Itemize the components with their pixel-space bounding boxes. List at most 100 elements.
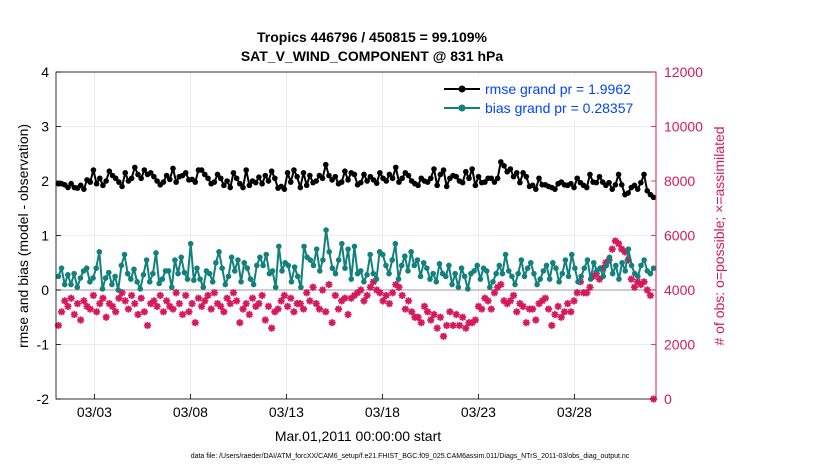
rmse-point: [221, 182, 227, 189]
obs-point: [595, 275, 604, 283]
obs-marker: [229, 289, 238, 297]
obs-marker: [118, 289, 126, 297]
rmse-point: [227, 184, 234, 191]
obs-marker: [404, 297, 413, 305]
bias-point: [61, 281, 68, 288]
obs-marker: [194, 294, 203, 302]
obs-point: [560, 308, 569, 316]
obs-point: [338, 297, 346, 305]
obs-point: [268, 324, 276, 332]
rmse-point: [237, 180, 243, 187]
bias-point: [109, 281, 115, 288]
bias-point: [181, 269, 188, 276]
rmse-point: [100, 182, 106, 189]
obs-point: [427, 316, 435, 324]
obs-point: [481, 294, 489, 302]
obs-marker: [338, 297, 346, 305]
obs-point: [646, 291, 655, 300]
bias-point: [156, 280, 162, 287]
obs-marker: [573, 289, 581, 297]
obs-marker: [96, 300, 104, 308]
obs-marker: [395, 283, 403, 291]
obs-point: [70, 310, 78, 319]
obs-marker: [640, 278, 648, 286]
bias-point: [168, 284, 175, 291]
rmse-point: [345, 177, 351, 183]
obs-point: [627, 275, 635, 283]
obs-point: [150, 297, 158, 305]
obs-point: [570, 297, 578, 305]
obs-point: [532, 316, 540, 324]
bias-point: [512, 281, 518, 288]
obs-point: [274, 305, 282, 313]
obs-point: [376, 289, 384, 297]
obs-point: [643, 286, 651, 294]
obs-point: [551, 310, 559, 319]
bias-point: [159, 276, 166, 282]
bias-point: [241, 259, 248, 266]
rmse-point: [252, 179, 259, 186]
obs-marker: [589, 272, 597, 280]
obs-point: [455, 321, 464, 330]
obs-marker: [551, 310, 559, 319]
obs-point: [516, 300, 524, 308]
y-left-tick-label: 2: [41, 173, 49, 189]
obs-marker: [322, 308, 330, 316]
obs-point: [229, 289, 238, 297]
obs-point: [271, 308, 279, 316]
obs-point: [169, 305, 177, 313]
obs-marker: [315, 305, 323, 313]
obs-marker: [92, 308, 101, 316]
bias-point: [310, 262, 317, 269]
bias-point: [527, 259, 534, 266]
rmse-point: [625, 190, 631, 196]
obs-point: [121, 297, 129, 305]
obs-point: [306, 297, 314, 305]
obs-point: [312, 300, 320, 308]
obs-point: [637, 280, 645, 289]
obs-marker: [427, 316, 435, 324]
rmse-point: [405, 172, 412, 179]
obs-marker: [614, 240, 623, 248]
bias-point: [521, 273, 528, 280]
obs-count-series: [54, 237, 658, 403]
rmse-point: [284, 170, 291, 176]
bias-point: [550, 259, 556, 266]
obs-marker: [299, 305, 308, 313]
obs-marker: [318, 286, 327, 294]
rmse-point: [618, 182, 625, 188]
obs-marker: [624, 256, 632, 264]
obs-point: [217, 302, 225, 310]
rmse-point: [443, 183, 450, 190]
obs-point: [564, 300, 572, 308]
obs-marker: [392, 280, 400, 289]
rmse-point: [475, 173, 482, 180]
bias-point: [90, 275, 96, 281]
obs-marker: [102, 313, 110, 321]
obs-point: [201, 297, 209, 305]
bias-point: [562, 257, 569, 263]
obs-point: [220, 308, 228, 316]
bias-point: [339, 240, 345, 247]
bias-point: [540, 268, 547, 274]
obs-point: [131, 300, 139, 308]
obs-point: [462, 324, 470, 332]
obs-marker: [481, 294, 489, 302]
bias-point: [587, 276, 594, 282]
obs-marker: [271, 308, 279, 316]
bias-point: [647, 270, 654, 277]
obs-point: [344, 310, 352, 319]
obs-point: [226, 300, 234, 308]
bias-point: [279, 268, 285, 274]
obs-marker: [420, 302, 429, 310]
rmse-point: [431, 166, 437, 172]
obs-marker: [424, 308, 432, 316]
obs-point: [583, 289, 591, 297]
obs-point: [54, 321, 62, 330]
bias-point: [474, 262, 481, 269]
rmse-point: [583, 184, 590, 191]
obs-marker: [309, 283, 317, 291]
obs-marker: [166, 302, 174, 310]
obs-point: [147, 300, 155, 308]
obs-marker: [134, 310, 142, 319]
